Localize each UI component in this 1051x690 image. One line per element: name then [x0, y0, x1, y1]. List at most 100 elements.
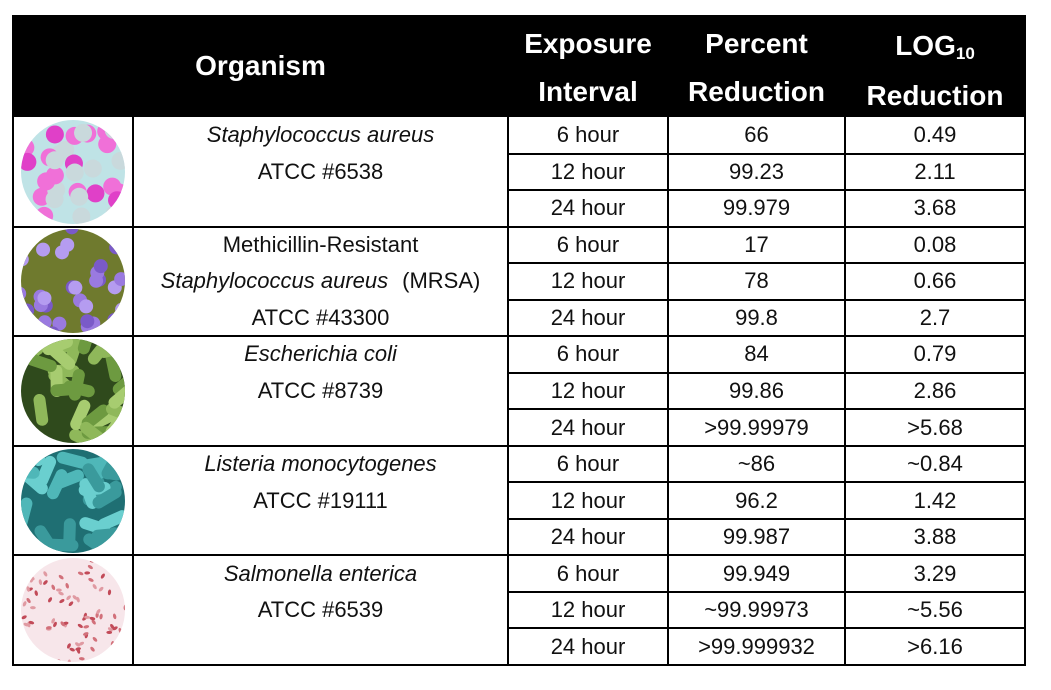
texture — [42, 657, 47, 663]
organism-image — [21, 339, 125, 443]
texture — [89, 617, 96, 621]
texture — [92, 637, 98, 642]
log-cell: 0.08 — [913, 231, 957, 257]
texture — [21, 448, 125, 553]
header-exposure: Interval — [538, 76, 638, 107]
texture — [110, 318, 125, 333]
texture — [112, 626, 118, 631]
texture — [26, 565, 31, 571]
organism-line: Listeria monocytogenes — [133, 446, 508, 483]
exposure-cell: 24 hour — [550, 304, 626, 330]
texture — [78, 641, 85, 646]
texture — [113, 339, 125, 356]
texture — [93, 259, 108, 274]
texture — [68, 369, 85, 401]
texture — [74, 123, 93, 142]
texture — [107, 589, 112, 596]
group-line — [13, 444, 1025, 447]
texture — [23, 319, 38, 334]
exposure-cell: 24 hour — [550, 524, 626, 550]
organism-line: Methicillin-Resistant — [133, 227, 508, 264]
organism-image — [21, 558, 125, 663]
exposure-cell: 12 hour — [550, 377, 626, 403]
header-organism: Organism — [195, 50, 326, 81]
texture — [119, 562, 125, 566]
texture — [123, 604, 125, 611]
row-line — [508, 590, 1025, 593]
texture — [21, 497, 33, 529]
texture — [51, 618, 56, 624]
texture — [72, 207, 91, 224]
organism-text: ATCC #6539 — [257, 597, 384, 623]
exposure-cell: 24 hour — [550, 195, 626, 221]
texture — [97, 122, 116, 141]
texture — [117, 558, 122, 561]
header-log-sub: 10 — [955, 44, 975, 63]
texture — [83, 632, 89, 636]
exposure-cell: 24 hour — [550, 633, 626, 659]
organism-line: Escherichia coli — [133, 336, 508, 373]
texture — [96, 609, 101, 615]
texture — [80, 314, 95, 329]
texture — [53, 469, 84, 489]
texture — [109, 240, 124, 255]
texture — [26, 598, 31, 604]
border — [12, 664, 1026, 666]
organism-name: Escherichia coli — [244, 341, 397, 367]
col-line — [844, 117, 846, 665]
texture — [87, 565, 93, 570]
texture — [120, 585, 125, 590]
texture — [21, 152, 37, 171]
texture — [21, 448, 35, 467]
texture — [106, 558, 112, 561]
texture — [48, 344, 76, 370]
texture — [30, 606, 36, 610]
texture — [70, 399, 91, 431]
texture — [34, 590, 38, 597]
texture — [53, 621, 57, 628]
row-line — [508, 627, 1025, 630]
texture — [84, 615, 90, 620]
texture — [45, 151, 64, 170]
border — [1024, 15, 1026, 666]
texture — [99, 613, 103, 620]
texture — [21, 643, 23, 648]
percent-cell: 99.86 — [728, 377, 785, 403]
texture — [121, 570, 125, 576]
exposure-cell: 12 hour — [550, 158, 626, 184]
texture — [67, 643, 71, 649]
log-cell: 0.66 — [913, 268, 957, 294]
texture — [65, 163, 84, 182]
texture — [79, 299, 94, 314]
organism-name: Salmonella enterica — [223, 560, 418, 586]
row-line — [508, 481, 1025, 484]
texture — [33, 559, 38, 565]
organism-image — [21, 229, 125, 334]
percent-cell: 99.23 — [728, 158, 785, 184]
organism-name: Staphylococcus aureus — [206, 122, 435, 148]
exposure-cell: 6 hour — [556, 560, 620, 586]
texture — [98, 134, 117, 153]
texture — [75, 642, 80, 647]
log-cell: 2.11 — [914, 158, 956, 184]
exposure-cell: 12 hour — [550, 268, 626, 294]
col-line — [132, 117, 134, 665]
texture — [112, 370, 125, 396]
texture — [21, 644, 25, 650]
percent-cell: >99.99979 — [704, 414, 809, 440]
percent-cell: 66 — [744, 122, 769, 148]
texture — [21, 339, 125, 443]
texture — [28, 621, 35, 625]
texture — [66, 595, 71, 601]
percent-cell: 96.2 — [735, 487, 778, 513]
header-percent: Reduction — [688, 76, 825, 107]
texture — [37, 172, 56, 191]
organism-name: Listeria monocytogenes — [204, 451, 437, 477]
group-line — [13, 335, 1025, 338]
col-line — [507, 117, 509, 665]
texture — [60, 238, 75, 253]
texture — [21, 303, 35, 318]
organism-image — [21, 448, 125, 553]
texture — [21, 344, 36, 358]
log-cell: 2.86 — [913, 377, 957, 403]
